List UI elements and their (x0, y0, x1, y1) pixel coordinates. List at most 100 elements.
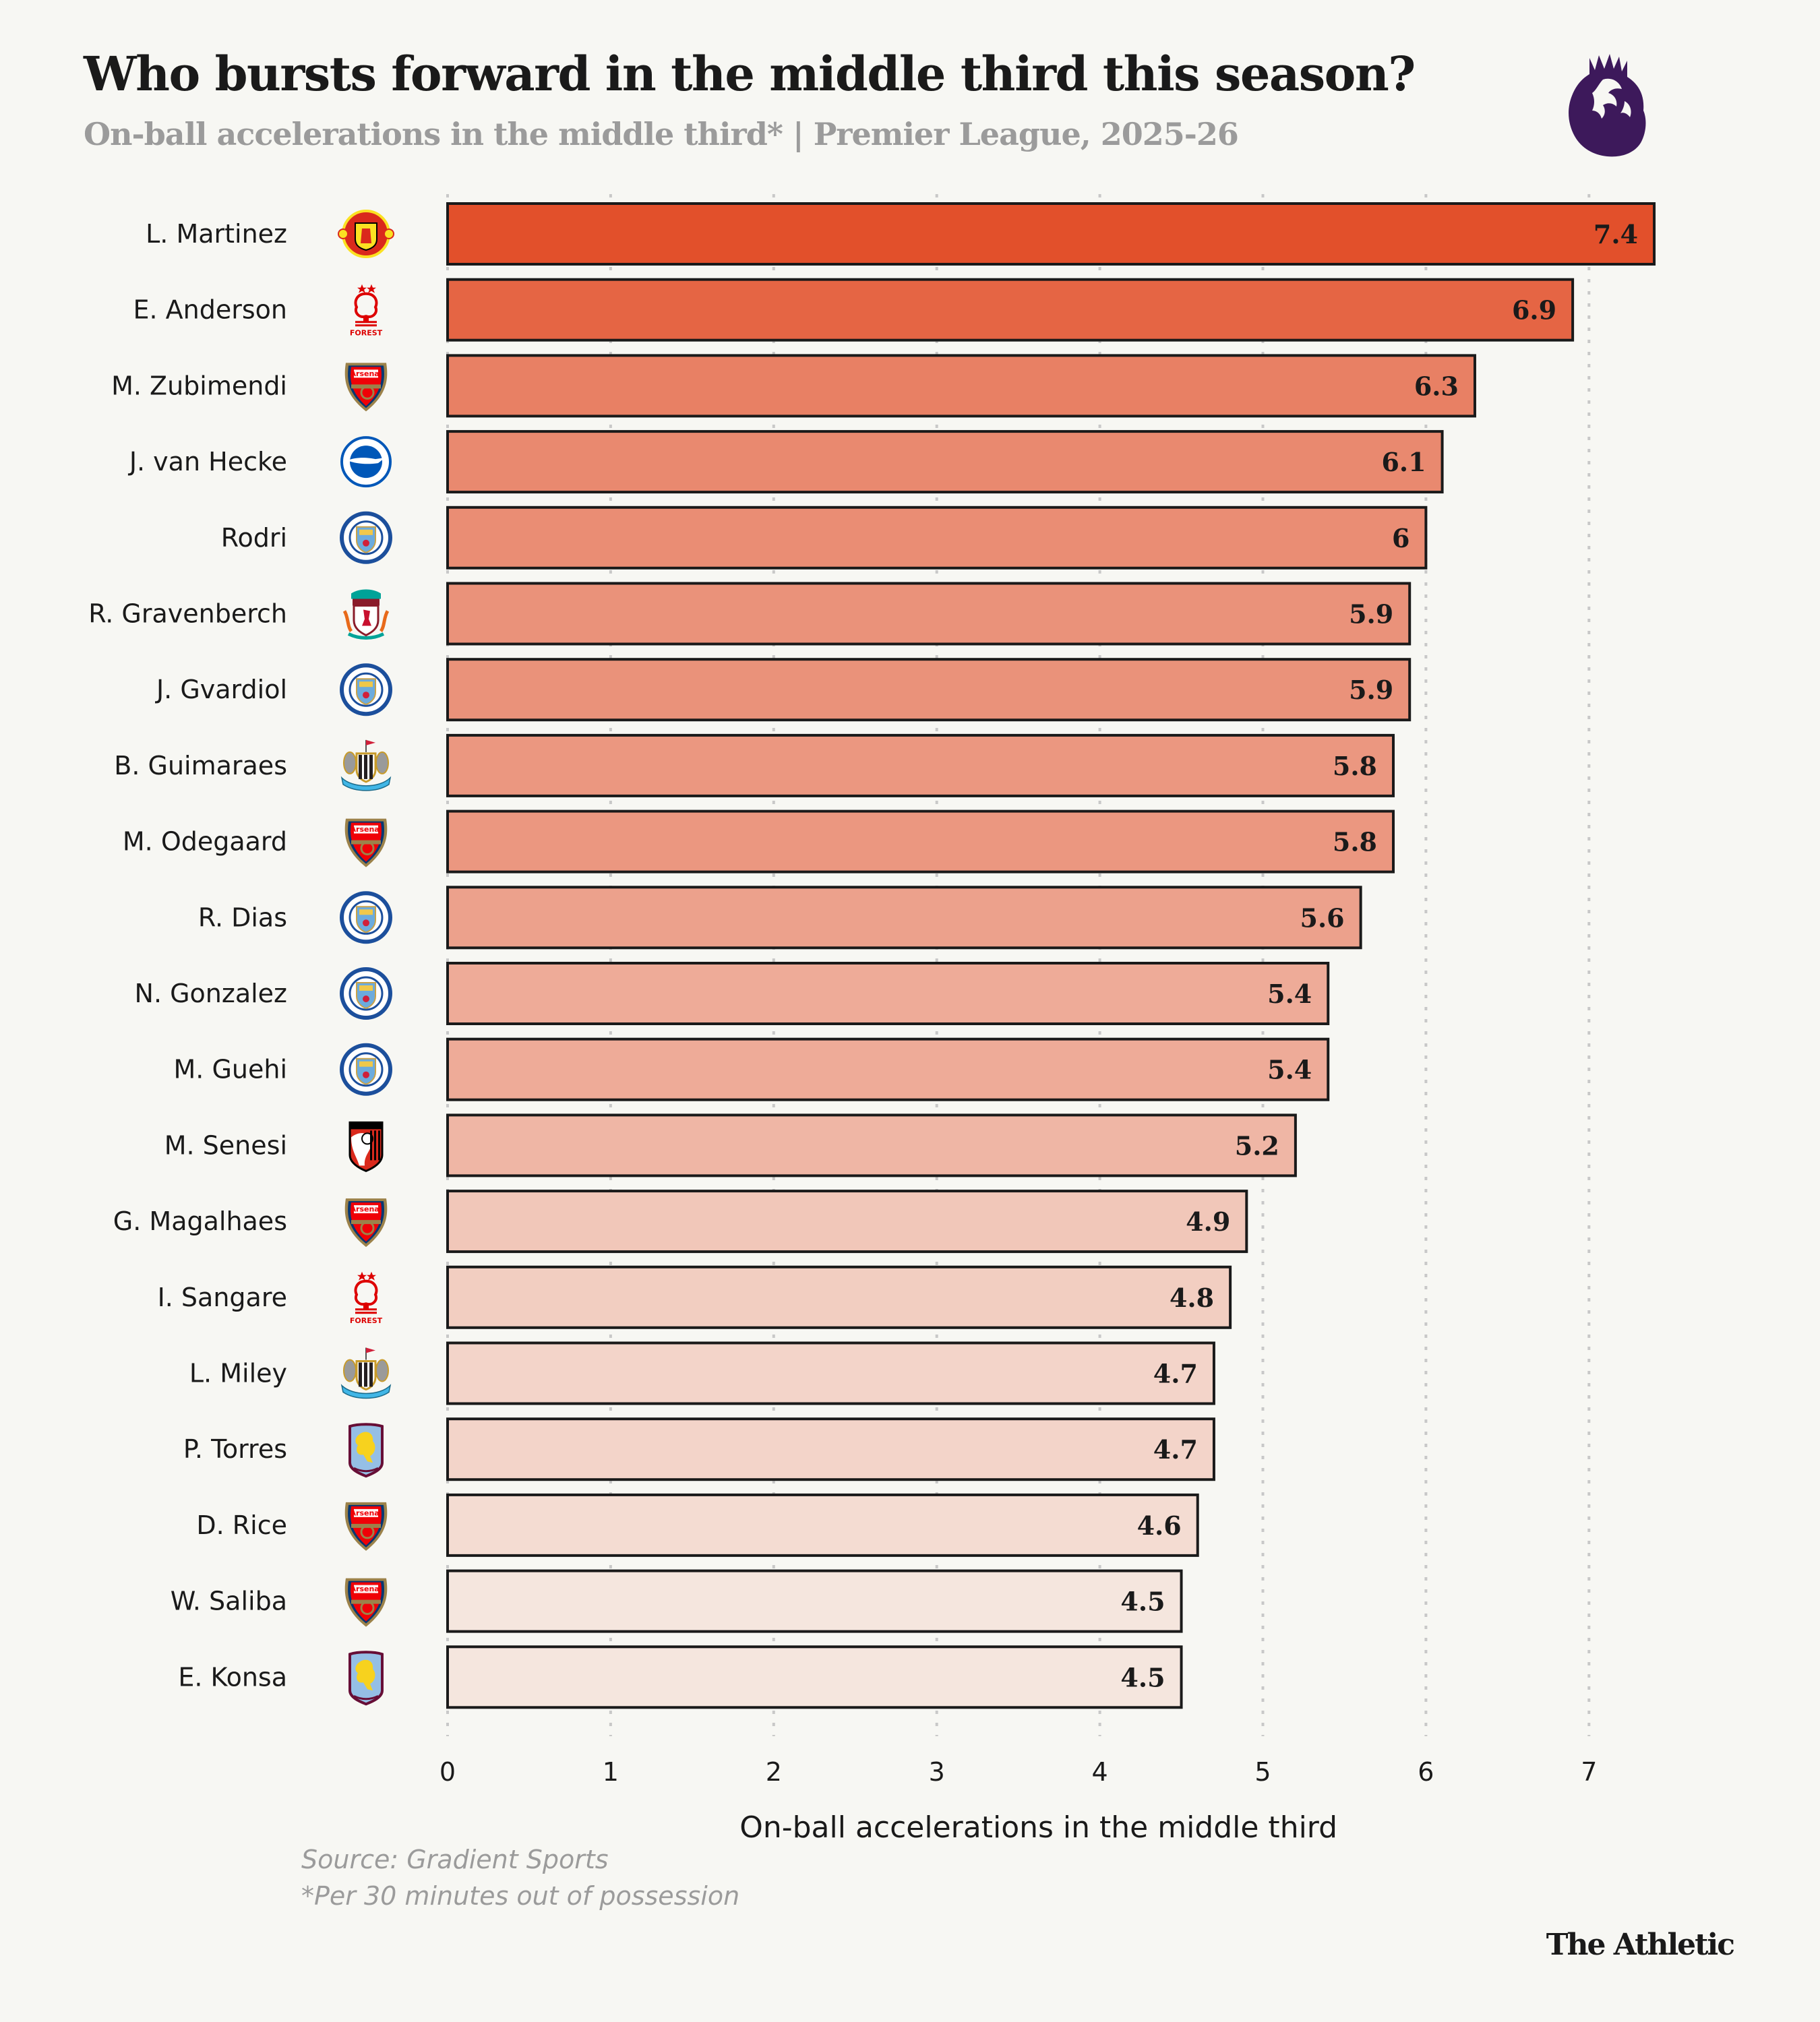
bar (446, 1190, 1248, 1254)
x-tick-label: 0 (439, 1757, 456, 1787)
svg-text:Arsenal: Arsenal (351, 1205, 382, 1214)
footnote-text: *Per 30 minutes out of possession (301, 1881, 740, 1911)
bar (446, 886, 1362, 950)
player-name-label: E. Anderson (133, 295, 287, 325)
bar (446, 202, 1656, 266)
bars (446, 202, 1656, 1709)
svg-text:Arsenal: Arsenal (351, 825, 382, 834)
man-city-crest-icon (340, 511, 392, 564)
player-name-label: R. Gravenberch (88, 599, 287, 629)
bar (446, 733, 1395, 797)
player-name-label: M. Senesi (164, 1130, 287, 1160)
arsenal-crest-icon: Arsenal (344, 363, 388, 412)
x-tick-label: 1 (603, 1757, 619, 1787)
player-name-label: Rodri (221, 523, 287, 553)
brighton-crest-icon (340, 436, 392, 488)
nottm-forest-crest-icon: FOREST (350, 284, 383, 338)
value-label: 5.9 (1349, 599, 1393, 630)
nottm-forest-crest-icon: FOREST (350, 1271, 383, 1325)
svg-text:Arsenal: Arsenal (351, 1585, 382, 1593)
value-label: 5.4 (1267, 979, 1312, 1009)
value-label: 5.2 (1235, 1130, 1279, 1161)
svg-text:FOREST: FOREST (350, 1316, 383, 1325)
man-city-crest-icon (340, 663, 392, 716)
bar (446, 1569, 1183, 1633)
player-name-label: B. Guimaraes (114, 751, 287, 780)
player-name-label: M. Zubimendi (111, 371, 287, 400)
value-label: 4.5 (1120, 1587, 1165, 1617)
arsenal-crest-icon: Arsenal (344, 1502, 388, 1551)
value-label: 4.8 (1170, 1283, 1214, 1313)
arsenal-crest-icon: Arsenal (344, 1578, 388, 1627)
player-name-label: E. Konsa (178, 1662, 287, 1692)
value-label: 4.5 (1120, 1662, 1165, 1692)
value-label: 5.9 (1349, 675, 1393, 705)
value-label: 6.1 (1381, 447, 1426, 477)
player-name-label: L. Miley (189, 1359, 287, 1388)
svg-text:FOREST: FOREST (350, 329, 383, 338)
man-city-crest-icon (340, 1043, 392, 1096)
value-label: 6.9 (1512, 295, 1556, 326)
x-tick-label: 2 (766, 1757, 782, 1787)
bar (446, 354, 1476, 418)
value-label: 4.7 (1153, 1359, 1198, 1389)
svg-text:Arsenal: Arsenal (351, 369, 382, 378)
aston-villa-crest-icon (348, 1423, 384, 1478)
labels: 7.4 L. Martinez 6.9 E. Anderson 6.3 M. Zubime… (88, 219, 1638, 1692)
value-label: 5.8 (1333, 751, 1377, 781)
player-name-label: I. Sangare (158, 1283, 287, 1312)
bournemouth-crest-icon (348, 1121, 384, 1173)
value-label: 5.6 (1300, 902, 1345, 933)
x-tick-label: 5 (1254, 1757, 1271, 1787)
player-name-label: W. Saliba (171, 1587, 287, 1616)
value-label: 4.6 (1137, 1510, 1182, 1541)
value-label: 4.7 (1153, 1434, 1198, 1465)
bar (446, 430, 1444, 494)
bar (446, 1113, 1297, 1177)
source-notes: Source: Gradient Sports *Per 30 minutes … (301, 1841, 739, 1914)
player-name-label: G. Magalhaes (113, 1206, 287, 1236)
bar (446, 506, 1428, 570)
bar (446, 1037, 1330, 1101)
player-name-label: P. Torres (183, 1434, 287, 1464)
x-tick-label: 3 (929, 1757, 945, 1787)
x-tick-label: 4 (1092, 1757, 1108, 1787)
value-label: 6 (1392, 523, 1409, 553)
the-athletic-logo: The Athletic (1546, 1928, 1735, 1962)
x-axis-title: On-ball accelerations in the middle thir… (739, 1810, 1337, 1845)
value-label: 7.4 (1594, 219, 1638, 249)
value-label: 4.9 (1186, 1206, 1230, 1237)
source-text: Source: Gradient Sports (301, 1845, 609, 1874)
bar (446, 582, 1412, 646)
svg-text:Arsenal: Arsenal (351, 1508, 382, 1517)
arsenal-crest-icon: Arsenal (344, 1198, 388, 1248)
man-city-crest-icon (340, 967, 392, 1020)
aston-villa-crest-icon (348, 1651, 384, 1706)
bar (446, 809, 1395, 874)
bar (446, 1417, 1215, 1481)
player-name-label: N. Gonzalez (135, 979, 287, 1008)
chart-title: Who bursts forward in the middle third t… (84, 46, 1416, 102)
value-label: 5.8 (1333, 827, 1377, 857)
man-utd-crest-icon (338, 210, 394, 258)
x-axis: 0 1 2 3 4 5 6 7 (439, 1757, 1597, 1787)
newcastle-crest-icon (340, 739, 392, 791)
player-name-label: M. Odegaard (123, 827, 287, 857)
player-name-label: D. Rice (196, 1510, 287, 1540)
x-tick-label: 7 (1581, 1757, 1597, 1787)
bar (446, 278, 1575, 342)
value-label: 6.3 (1414, 371, 1459, 401)
player-name-label: M. Guehi (174, 1055, 288, 1084)
value-label: 5.4 (1267, 1055, 1312, 1085)
player-name-label: L. Martinez (146, 219, 287, 249)
club-crests: FOREST Arsenal Arsenal Arsenal FOREST Arsenal… (338, 210, 394, 1706)
bar (446, 1493, 1199, 1557)
liverpool-crest-icon (342, 589, 390, 640)
premier-league-lion-icon (1569, 54, 1646, 157)
bar (446, 962, 1330, 1025)
man-city-crest-icon (340, 891, 392, 944)
bar (446, 1645, 1183, 1709)
player-name-label: J. Gvardiol (155, 675, 287, 704)
player-name-label: J. van Hecke (128, 447, 287, 477)
